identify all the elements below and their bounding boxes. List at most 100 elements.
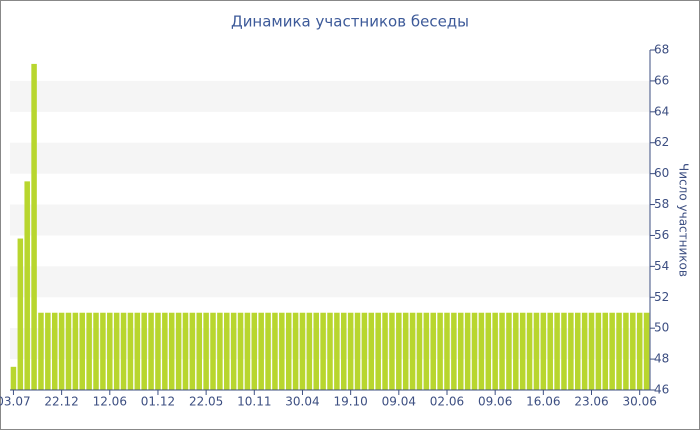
bar bbox=[251, 312, 258, 390]
bar bbox=[168, 312, 175, 390]
bar bbox=[299, 312, 306, 390]
bar bbox=[588, 312, 595, 390]
bar bbox=[175, 312, 182, 390]
bar bbox=[389, 312, 395, 390]
bar bbox=[437, 312, 443, 390]
x-tick-label: 30.06 bbox=[622, 395, 656, 409]
bar bbox=[396, 312, 402, 390]
x-tick-label: 02.06 bbox=[430, 395, 464, 409]
y-tick-label: 68 bbox=[654, 43, 669, 57]
bar bbox=[237, 312, 244, 390]
x-tick-label: 19.10 bbox=[333, 395, 367, 409]
bar bbox=[120, 312, 127, 390]
bar bbox=[554, 312, 560, 390]
y-tick-label: 54 bbox=[654, 259, 669, 273]
bar bbox=[265, 312, 271, 390]
bar bbox=[230, 312, 237, 390]
bar bbox=[533, 312, 540, 390]
bar bbox=[272, 312, 278, 390]
bar bbox=[636, 312, 643, 390]
y-axis-label: Число участников bbox=[677, 163, 691, 277]
bar bbox=[45, 312, 51, 390]
bar bbox=[361, 312, 368, 390]
bar bbox=[568, 312, 574, 390]
bar bbox=[609, 312, 615, 390]
y-tick-label: 52 bbox=[654, 290, 669, 304]
x-tick-label: 09.04 bbox=[382, 395, 416, 409]
bar bbox=[58, 312, 65, 390]
bar bbox=[279, 312, 285, 390]
bar bbox=[341, 312, 347, 390]
bar bbox=[189, 312, 196, 390]
bar bbox=[581, 312, 588, 390]
y-tick-label: 46 bbox=[654, 383, 669, 397]
bar bbox=[182, 312, 189, 390]
x-tick-label: 03.07 bbox=[0, 395, 31, 409]
bar bbox=[423, 312, 430, 390]
bar bbox=[451, 312, 457, 390]
bar bbox=[630, 312, 636, 390]
bar bbox=[327, 312, 333, 390]
grid-band bbox=[10, 204, 650, 236]
bar bbox=[210, 312, 216, 390]
bar bbox=[17, 238, 24, 390]
x-tick-label: 01.12 bbox=[141, 395, 175, 409]
bar bbox=[285, 312, 292, 390]
bar bbox=[51, 312, 58, 390]
y-tick-label: 58 bbox=[654, 197, 669, 211]
y-tick-label: 60 bbox=[654, 166, 669, 180]
bar bbox=[574, 312, 581, 390]
bar bbox=[292, 312, 299, 390]
bar bbox=[458, 312, 464, 390]
bar bbox=[313, 312, 319, 390]
bar bbox=[602, 312, 609, 390]
bar bbox=[258, 312, 264, 390]
y-tick-label: 64 bbox=[654, 104, 669, 118]
bar bbox=[382, 312, 388, 390]
x-tick-label: 10.11 bbox=[237, 395, 271, 409]
bar bbox=[127, 312, 134, 390]
bar bbox=[616, 312, 622, 390]
bar bbox=[623, 312, 629, 390]
y-tick-label: 62 bbox=[654, 135, 669, 149]
bar bbox=[402, 312, 409, 390]
bar bbox=[561, 312, 567, 390]
bar bbox=[547, 312, 553, 390]
y-tick-label: 50 bbox=[654, 321, 669, 335]
bar bbox=[107, 312, 113, 390]
bar bbox=[375, 312, 381, 390]
bar bbox=[72, 312, 79, 390]
bar bbox=[492, 312, 498, 390]
bar bbox=[244, 312, 251, 390]
y-tick-label: 48 bbox=[654, 352, 669, 366]
bar bbox=[306, 312, 313, 390]
bar bbox=[347, 312, 354, 390]
bar bbox=[38, 312, 44, 390]
bar bbox=[471, 312, 478, 390]
grid-band bbox=[10, 142, 650, 174]
bar bbox=[464, 312, 471, 390]
bar bbox=[519, 312, 526, 390]
x-tick-label: 22.05 bbox=[189, 395, 223, 409]
bar bbox=[444, 312, 450, 390]
bar bbox=[217, 312, 223, 390]
grid-band bbox=[10, 80, 650, 112]
bar bbox=[334, 312, 340, 390]
y-tick-label: 56 bbox=[654, 228, 669, 242]
bar bbox=[79, 312, 86, 390]
bar bbox=[134, 312, 141, 390]
x-tick-label: 12.06 bbox=[93, 395, 127, 409]
x-tick-label: 22.12 bbox=[44, 395, 78, 409]
bar bbox=[148, 312, 154, 390]
bar bbox=[224, 312, 230, 390]
x-tick-label: 23.06 bbox=[574, 395, 608, 409]
bar bbox=[320, 312, 326, 390]
bar bbox=[86, 312, 92, 390]
bar bbox=[203, 312, 209, 390]
grid-band bbox=[10, 266, 650, 298]
bar bbox=[155, 312, 161, 390]
bar bbox=[162, 312, 168, 390]
bar bbox=[409, 312, 416, 390]
bar bbox=[65, 312, 72, 390]
